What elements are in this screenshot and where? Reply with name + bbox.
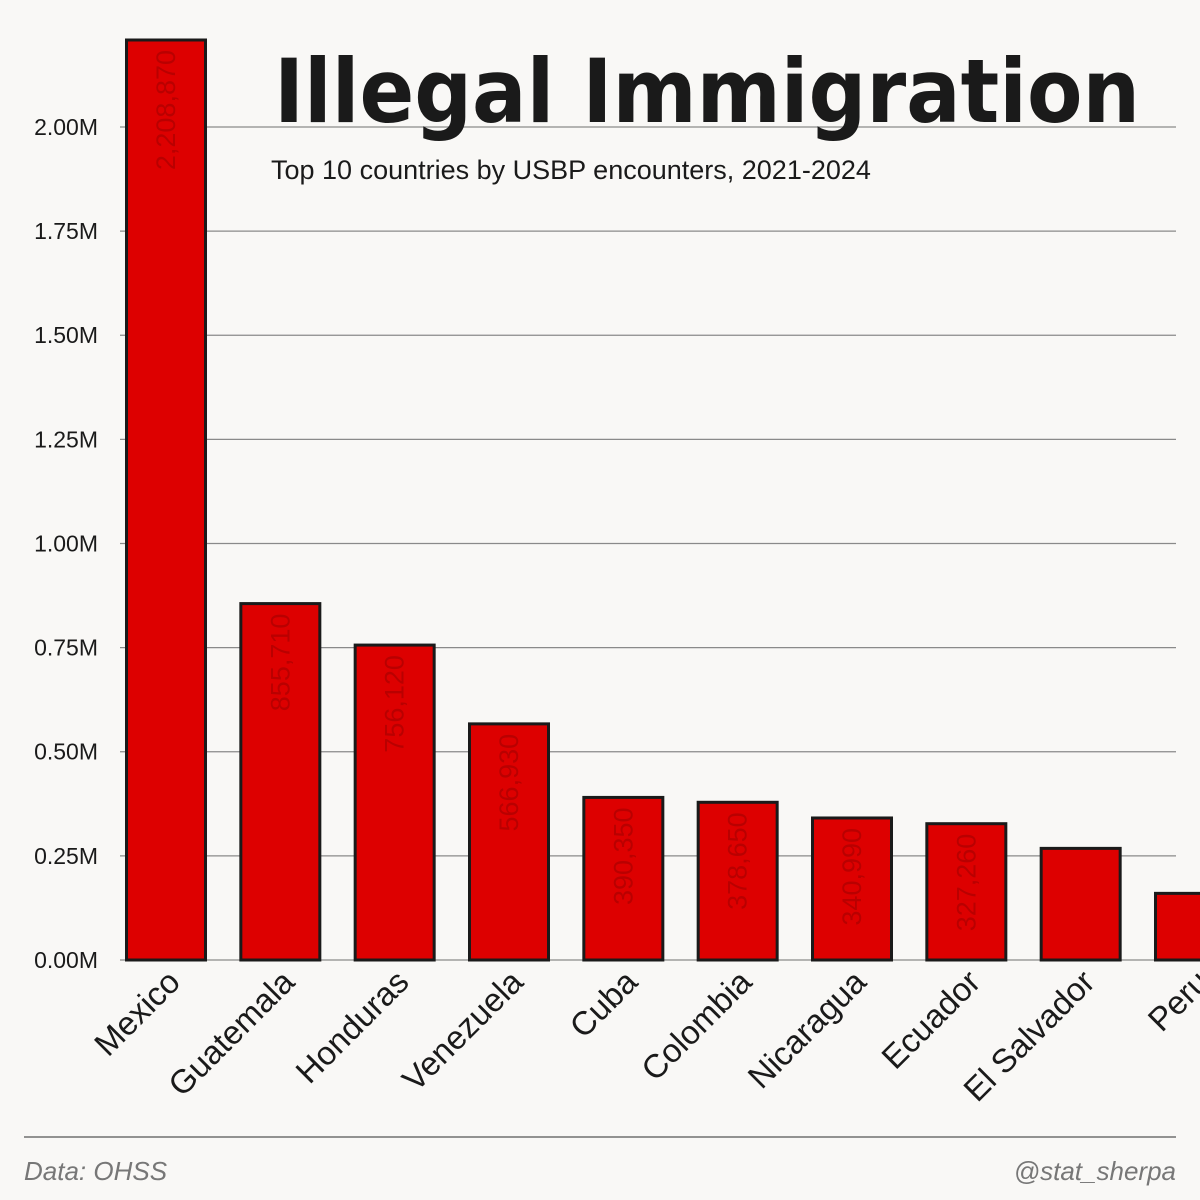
x-tick-label-venezuela: Venezuela xyxy=(395,962,531,1098)
bar-nicaragua xyxy=(811,816,893,962)
bar-mexico xyxy=(125,38,207,962)
y-tick-label: 1.00M xyxy=(34,530,98,556)
value-label-venezuela: 566,930 xyxy=(494,734,524,832)
x-tick-label-ecuador: Ecuador xyxy=(874,963,987,1076)
y-tick-label: 1.25M xyxy=(34,426,98,452)
bar-peru xyxy=(1154,891,1200,962)
value-label-honduras: 756,120 xyxy=(380,655,410,753)
y-axis-ticks: 0.00M 0.25M 0.50M 0.75M 1.00M 1.25M 1.50M 1.75M… xyxy=(34,114,98,973)
y-tick-label: 0.75M xyxy=(34,635,98,661)
y-tick-label: 0.00M xyxy=(34,947,98,973)
y-tick-label: 0.50M xyxy=(34,739,98,765)
x-tick-label-nicaragua: Nicaragua xyxy=(740,962,873,1095)
bar-honduras xyxy=(353,643,436,962)
x-tick-label-cuba: Cuba xyxy=(562,962,644,1044)
bars xyxy=(125,38,1200,962)
y-tick-label: 1.50M xyxy=(34,322,98,348)
bar-value-labels: 2,208,870 855,710 756,120 566,930 390,350 378… xyxy=(151,50,981,931)
y-tick-label: 2.00M xyxy=(34,114,98,140)
value-label-guatemala: 855,710 xyxy=(265,614,295,712)
author-credit: @stat_sherpa xyxy=(1014,1156,1176,1186)
x-tick-label-peru: Peru xyxy=(1140,963,1200,1038)
chart-subtitle: Top 10 countries by USBP encounters, 202… xyxy=(271,155,871,185)
y-tick-label: 0.25M xyxy=(34,843,98,869)
source-note: Data: OHSS xyxy=(24,1156,168,1186)
x-tick-label-guatemala: Guatemala xyxy=(161,962,302,1103)
chart-title: Illegal Immigration xyxy=(274,40,1140,143)
bar-colombia xyxy=(696,800,779,962)
value-label-ecuador: 327,260 xyxy=(951,834,981,932)
value-label-colombia: 378,650 xyxy=(723,812,753,910)
bar-ecuador xyxy=(925,822,1008,962)
value-label-nicaragua: 340,990 xyxy=(837,828,867,926)
x-tick-label-mexico: Mexico xyxy=(87,963,187,1063)
bar-venezuela xyxy=(468,722,550,962)
bar-cuba xyxy=(582,795,665,962)
bar-el-salvador xyxy=(1039,846,1122,962)
y-tick-label: 1.75M xyxy=(34,218,98,244)
value-label-mexico: 2,208,870 xyxy=(151,50,181,170)
value-label-cuba: 390,350 xyxy=(608,807,638,905)
bar-guatemala xyxy=(239,602,322,962)
